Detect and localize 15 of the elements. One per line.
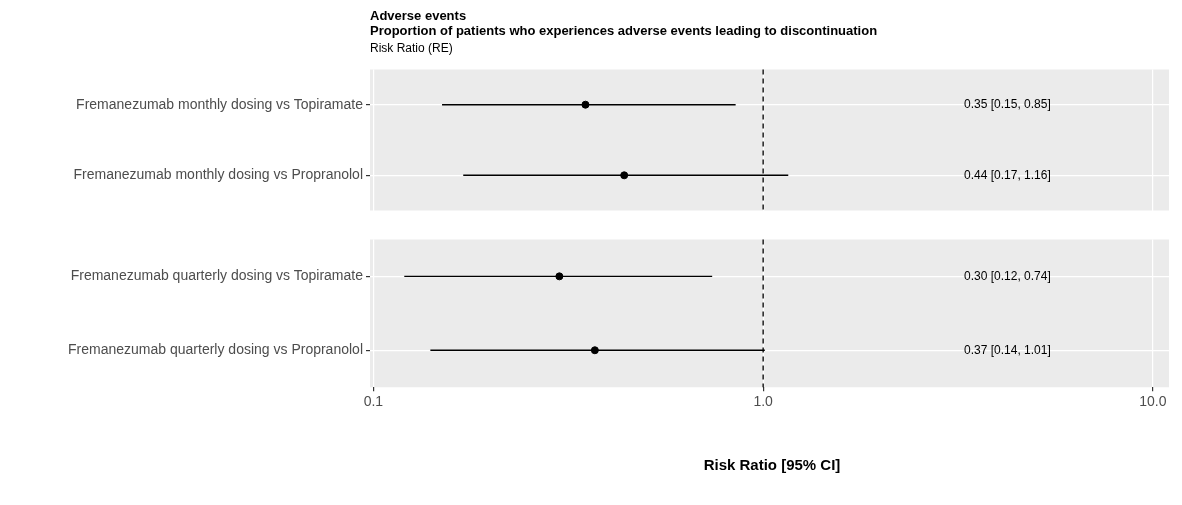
x-tick-label: 0.1 (363, 393, 384, 410)
x-tick-label: 10.0 (1139, 393, 1167, 410)
annotation: 0.37 [0.14, 1.01] (964, 342, 1051, 357)
y-tick-label: Fremanezumab quarterly dosing vs Topiramate (70, 267, 364, 284)
x-axis-title: Risk Ratio [95% CI] (702, 456, 842, 473)
chart-subtitle: Proportion of patients who experiences adverse events leading to discontinuation (369, 23, 879, 38)
text: Risk Ratio (RE) (369, 40, 454, 57)
y-tick-label: Fremanezumab monthly dosing vs Topiramate (76, 95, 364, 112)
y-tick-label: Fremanezumab monthly dosing vs Propranolol (73, 166, 363, 183)
annotation: 0.35 [0.15, 0.85] (964, 97, 1051, 112)
annotation: 0.30 [0.12, 0.74] (964, 268, 1051, 283)
annotation: 0.44 [0.17, 1.16] (964, 167, 1051, 182)
x-tick-label: 1.0 (753, 393, 774, 410)
chart-title: Adverse events (369, 8, 468, 23)
y-tick-label: Fremanezumab quarterly dosing vs Propranolol (68, 341, 363, 358)
